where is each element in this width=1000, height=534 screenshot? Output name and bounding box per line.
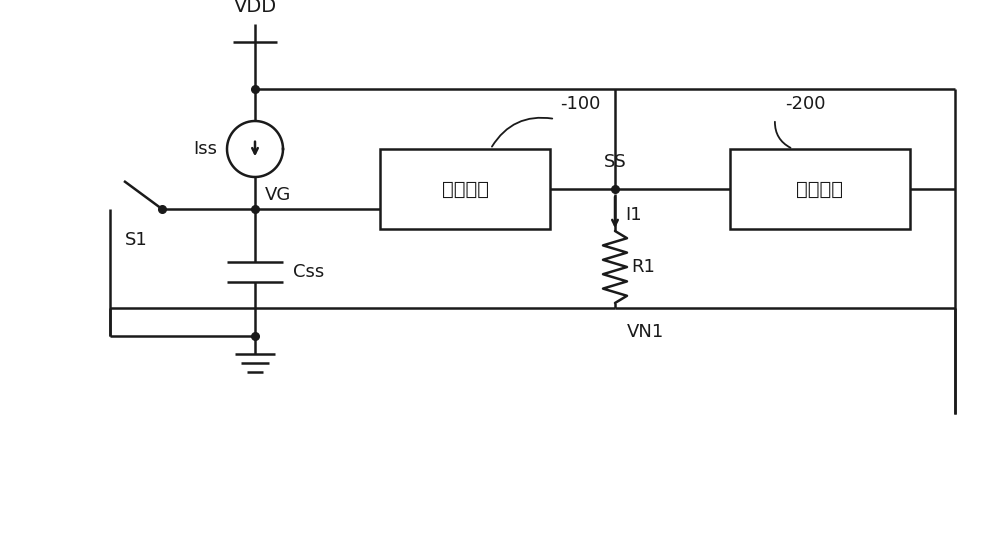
Text: Iss: Iss [193,140,217,158]
Text: 转换电路: 转换电路 [442,179,489,199]
Text: VDD: VDD [233,0,277,16]
Text: VN1: VN1 [627,323,664,341]
Text: I1: I1 [625,206,642,224]
Text: VG: VG [265,186,291,204]
Bar [380,149,550,229]
Text: -100: -100 [560,95,600,113]
Bar [730,149,910,229]
Text: R1: R1 [631,258,655,276]
Text: S1: S1 [125,231,148,249]
Text: Css: Css [293,263,324,281]
Text: SS: SS [604,153,626,171]
Text: -200: -200 [785,95,826,113]
Text: 升压电路: 升压电路 [796,179,843,199]
